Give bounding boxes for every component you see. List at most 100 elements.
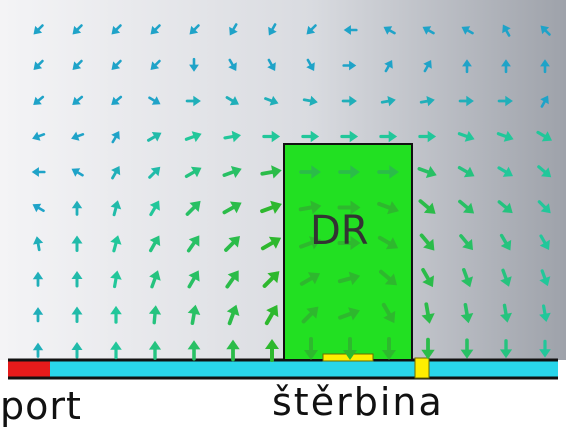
field-arrow (71, 235, 83, 252)
field-arrow (540, 95, 549, 108)
field-arrow (342, 60, 357, 71)
field-arrow (148, 96, 161, 105)
field-arrow (71, 200, 83, 216)
field-arrow (32, 307, 44, 323)
field-arrow (260, 236, 282, 251)
field-arrow (338, 307, 360, 321)
field-arrow (33, 59, 44, 70)
field-arrow (224, 236, 240, 252)
field-arrow (381, 302, 396, 324)
field-arrow (186, 235, 200, 253)
resonator-label: DR (310, 208, 369, 254)
field-arrow (150, 24, 161, 35)
field-arrow (379, 269, 397, 286)
field-arrow (262, 130, 281, 143)
field-arrow (185, 95, 201, 107)
field-arrow (537, 165, 552, 178)
field-arrow (268, 23, 277, 36)
field-arrow (33, 95, 45, 105)
field-arrow (383, 26, 396, 35)
field-arrow (149, 200, 160, 217)
field-arrow (457, 130, 475, 142)
field-arrow (189, 57, 199, 72)
field-arrow (189, 24, 200, 35)
field-arrow (306, 58, 315, 71)
field-arrow (111, 131, 120, 144)
field-arrow (337, 200, 361, 215)
dielectric-resonator (283, 143, 413, 361)
field-arrow (458, 199, 475, 214)
field-arrow (184, 166, 202, 179)
field-arrow (421, 267, 434, 288)
field-arrow (457, 165, 475, 178)
field-arrow (148, 340, 162, 360)
field-arrow (458, 95, 474, 107)
field-arrow (343, 337, 357, 360)
field-arrow (501, 59, 511, 74)
field-arrow (304, 337, 318, 360)
field-arrow (536, 130, 552, 142)
field-arrow (110, 235, 122, 253)
field-arrow (110, 305, 122, 324)
field-arrow (111, 59, 122, 70)
field-arrow (299, 236, 321, 250)
field-arrow (419, 96, 435, 107)
field-arrow (72, 59, 83, 70)
field-arrow (260, 165, 282, 179)
field-arrow (423, 60, 432, 73)
field-arrow (301, 306, 319, 324)
field-arrow (341, 95, 357, 107)
field-arrow (185, 200, 201, 216)
field-arrow (71, 306, 83, 323)
field-arrow (540, 59, 550, 74)
field-arrow (379, 130, 398, 143)
field-arrow (460, 302, 474, 324)
field-arrow (32, 131, 46, 141)
field-arrow (111, 95, 123, 105)
field-arrows (31, 23, 552, 362)
field-arrow (461, 26, 474, 35)
field-arrow (461, 267, 473, 288)
field-arrow (228, 58, 237, 71)
field-arrow (419, 233, 435, 251)
substrate-layer (8, 360, 558, 378)
field-arrow (222, 201, 242, 215)
field-arrow (71, 131, 85, 141)
field-arrow (417, 166, 437, 178)
field-arrow (187, 304, 201, 326)
field-arrow (184, 131, 202, 143)
field-arrow (111, 24, 122, 35)
field-arrow (382, 337, 396, 360)
field-arrow (540, 25, 551, 36)
field-arrow (32, 271, 44, 287)
field-arrow (111, 166, 121, 180)
field-arrow (148, 235, 161, 253)
field-arrow (226, 304, 240, 326)
field-arrow (499, 339, 513, 359)
field-arrow (71, 168, 84, 177)
field-arrow (499, 233, 512, 251)
field-arrow (338, 165, 360, 179)
field-arrow (497, 166, 513, 177)
port-block (8, 360, 50, 378)
field-arrow (380, 96, 396, 107)
field-arrow (229, 23, 238, 36)
field-arrow (539, 339, 551, 358)
field-arrow (299, 272, 321, 286)
field-arrow (306, 24, 317, 35)
field-arrow (264, 95, 279, 106)
field-arrow (33, 236, 44, 252)
field-arrow (223, 130, 241, 143)
field-arrow (384, 60, 393, 73)
field-arrow (148, 166, 161, 179)
field-arrow (260, 200, 282, 214)
field-arrow (298, 200, 322, 215)
field-arrow (32, 203, 45, 213)
field-arrow (72, 24, 83, 35)
field-arrow (187, 270, 200, 289)
field-arrow (71, 342, 83, 359)
field-arrow (497, 95, 513, 107)
field-arrow (459, 234, 473, 251)
field-arrow (421, 337, 435, 360)
field-arrow (539, 234, 550, 250)
